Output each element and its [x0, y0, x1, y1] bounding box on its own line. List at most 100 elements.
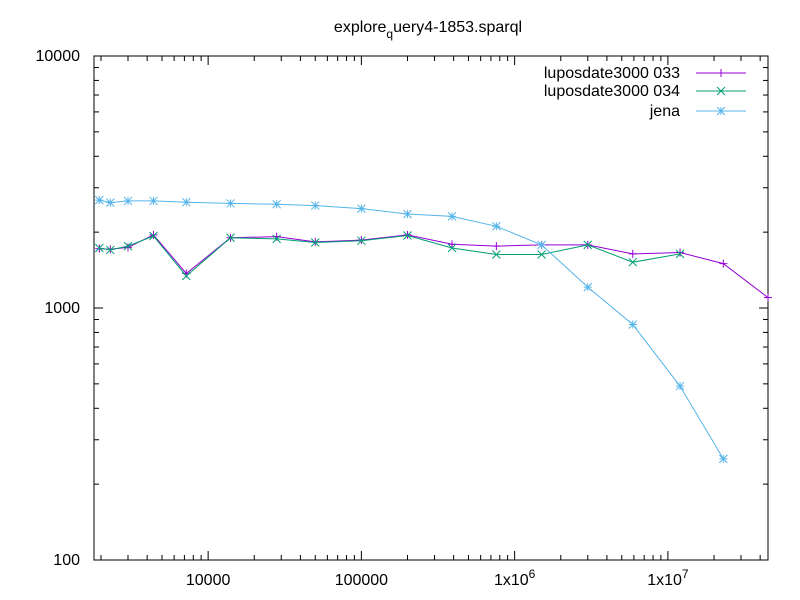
data-point [94, 195, 104, 205]
marker-stroke [94, 243, 104, 253]
x-tick-label: 1x107 [647, 567, 689, 589]
x-tick-label-base: 10000 [186, 572, 231, 589]
marker-stroke [105, 245, 115, 255]
x-tick-label: 10000 [186, 572, 231, 589]
data-point [492, 221, 501, 231]
chart-title: explorequery4-1853.sparql [334, 19, 522, 41]
data-point [447, 212, 457, 221]
data-point [181, 197, 191, 207]
series-line [99, 234, 681, 277]
series-2 [94, 195, 728, 464]
data-point [583, 240, 593, 250]
chart-title-rest: uery4-1853.sparql [393, 19, 522, 36]
marker-stroke [675, 249, 685, 259]
x-tick-label: 100000 [335, 572, 388, 589]
data-point [492, 242, 501, 251]
legend: luposdate3000 033 luposdate3000 034 jena [544, 65, 746, 120]
y-tick-label: 1000 [44, 300, 80, 317]
data-point [583, 282, 593, 292]
marker-stroke [357, 236, 366, 246]
marker-stroke [492, 250, 501, 259]
data-point [492, 250, 501, 259]
data-point [447, 243, 457, 253]
series-layer [94, 195, 772, 464]
marker-stroke [272, 199, 282, 209]
data-point [447, 240, 456, 249]
marker-stroke [357, 204, 366, 213]
series-line [99, 234, 769, 298]
legend-label: luposdate3000 034 [544, 83, 680, 100]
legend-sample [696, 86, 746, 96]
marker-stroke [447, 212, 457, 221]
legend-label: jena [649, 103, 680, 120]
data-point [310, 201, 320, 210]
marker-stroke [94, 195, 104, 205]
data-point [403, 231, 412, 240]
marker-stroke [403, 231, 412, 240]
legend-marker [716, 106, 726, 116]
data-point [403, 209, 412, 219]
legend-sample [696, 106, 746, 116]
marker-stroke [181, 271, 191, 281]
data-point [181, 271, 191, 281]
data-point [676, 248, 685, 257]
marker-stroke [105, 198, 115, 207]
data-point [94, 243, 104, 253]
data-point [537, 240, 546, 250]
legend-marker [716, 86, 726, 96]
legend-label: luposdate3000 033 [544, 65, 680, 82]
data-point [105, 245, 115, 255]
data-point [628, 249, 637, 258]
data-point [149, 230, 158, 239]
data-point [123, 196, 133, 206]
data-point [149, 196, 158, 206]
marker-stroke [149, 231, 158, 241]
legend-sample [696, 69, 746, 77]
marker-stroke [583, 282, 593, 292]
data-point [675, 249, 685, 259]
marker-stroke [716, 106, 726, 116]
data-point [105, 198, 115, 207]
marker-stroke [537, 240, 546, 250]
x-axis-ticks: 10000 100000 1x106 1x107 [100, 56, 761, 589]
data-point [628, 257, 638, 267]
series-1 [94, 231, 685, 281]
x-tick-label-exponent: 7 [682, 567, 689, 581]
x-tick-label-base: 1x10 [494, 572, 529, 589]
y-axis-ticks: 100 1000 10000 [36, 48, 768, 569]
data-point [149, 231, 158, 241]
marker-stroke [149, 196, 158, 206]
marker-stroke [310, 238, 320, 247]
marker-stroke [226, 199, 235, 208]
data-point [357, 204, 366, 213]
chart-title-main: explore [334, 19, 387, 36]
x-tick-label-base: 1x10 [647, 572, 682, 589]
x-tick-label-base: 100000 [335, 572, 388, 589]
marker-stroke [537, 250, 546, 259]
legend-entry-jena: jena [649, 103, 746, 120]
marker-stroke [716, 86, 726, 96]
legend-entry-luposdate3000-034: luposdate3000 034 [544, 83, 746, 100]
data-point [719, 259, 728, 268]
x-tick-label: 1x106 [494, 567, 536, 589]
data-point [675, 381, 685, 391]
data-point [310, 238, 320, 247]
data-point [718, 454, 728, 464]
marker-stroke [628, 320, 638, 329]
marker-stroke [181, 197, 191, 207]
data-point [272, 234, 282, 244]
marker-stroke [583, 240, 593, 250]
marker-stroke [403, 209, 412, 219]
marker-stroke [492, 221, 501, 231]
data-point [123, 241, 133, 251]
data-point [764, 293, 772, 302]
data-point [226, 233, 235, 243]
marker-stroke [447, 243, 457, 253]
y-tick-label: 100 [53, 552, 80, 569]
data-point [357, 236, 366, 246]
data-point [628, 320, 638, 329]
marker-stroke [718, 454, 728, 464]
data-point [272, 199, 282, 209]
